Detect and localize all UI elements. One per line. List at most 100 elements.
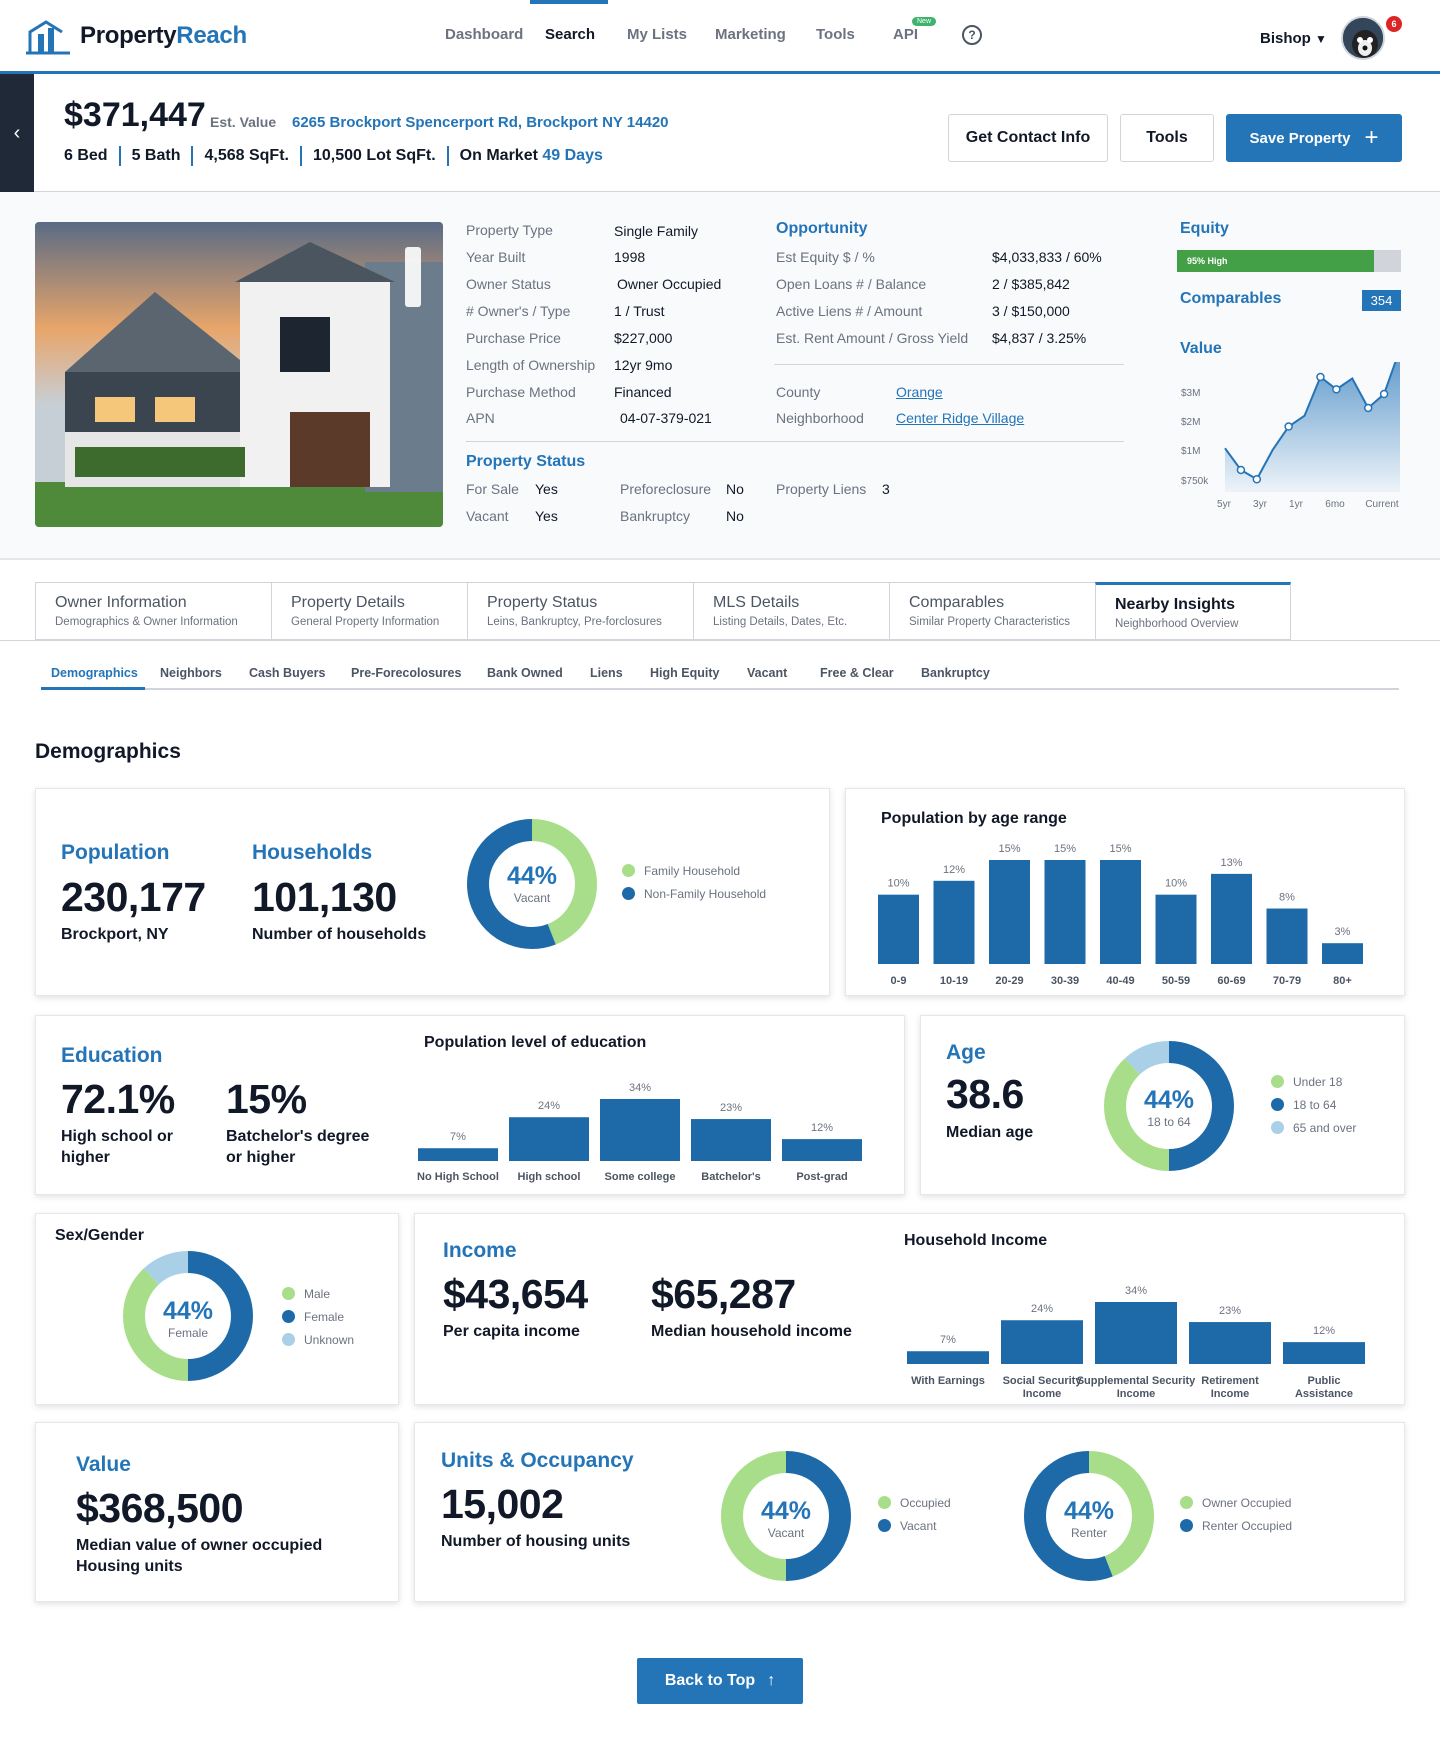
status-liens: Property Liens: [776, 481, 867, 497]
subtab-bankruptcy[interactable]: Bankruptcy: [921, 666, 990, 680]
detail-owners-type-value: 1 / Trust: [614, 303, 665, 319]
bar-category-label: 60-69: [1217, 975, 1245, 987]
donut-segment: [1104, 1041, 1234, 1171]
value-y-tick: $2M: [1181, 417, 1200, 428]
opp-neighborhood: Neighborhood: [776, 410, 864, 426]
donut-segment: [1024, 1451, 1154, 1581]
bar-category-label: Income: [1117, 1388, 1156, 1400]
back-button[interactable]: ‹: [0, 74, 34, 192]
subtab-liens[interactable]: Liens: [590, 666, 623, 680]
bar: [907, 1351, 989, 1364]
property-address[interactable]: 6265 Brockport Spencerport Rd, Brockport…: [292, 114, 669, 131]
detail-owner-status-value: Owner Occupied: [617, 276, 722, 292]
notification-badge[interactable]: 6: [1386, 16, 1402, 32]
subtab-vacant[interactable]: Vacant: [747, 666, 788, 680]
logo[interactable]: PropertyReach: [24, 16, 247, 56]
user-menu[interactable]: Bishop ▼: [1260, 30, 1327, 47]
neighborhood-link[interactable]: Center Ridge Village: [896, 410, 1025, 426]
bar-category-label: 30-39: [1051, 975, 1079, 987]
value-point: [1252, 475, 1262, 484]
tab-mls-details[interactable]: MLS Details Listing Details, Dates, Etc.: [693, 582, 889, 640]
tab-nearby-insights[interactable]: Nearby Insights Neighborhood Overview: [1095, 582, 1291, 640]
detail-purchase-method-value: Financed: [614, 384, 672, 400]
subtab-neighbors[interactable]: Neighbors: [160, 666, 222, 680]
opp-open-loans: Open Loans # / Balance: [776, 276, 927, 292]
nav-api[interactable]: API: [893, 26, 919, 43]
tab-comparables[interactable]: Comparables Similar Property Characterist…: [889, 582, 1095, 640]
property-status-heading: Property Status: [466, 453, 586, 470]
back-to-top-button[interactable]: Back to Top ↑: [637, 1658, 803, 1704]
occupancy-donut-center: 44% Vacant: [760, 1497, 812, 1541]
bar-value-label: 23%: [1219, 1305, 1241, 1317]
subtab-bank-owned[interactable]: Bank Owned: [487, 666, 563, 680]
help-icon[interactable]: ?: [962, 25, 982, 45]
bar: [933, 880, 975, 964]
education-hs-value: 72.1%: [61, 1076, 175, 1122]
tab-property-details[interactable]: Property Details General Property Informa…: [271, 582, 467, 640]
subtab-high-equity[interactable]: High Equity: [650, 666, 720, 680]
renter-legend: Owner Occupied Renter Occupied: [1180, 1491, 1292, 1537]
age-card: Age 38.6 Median age 44% 18 to 64 Under 18…: [920, 1015, 1405, 1195]
bar-value-label: 10%: [887, 878, 909, 890]
subtab-pre-foreclosures[interactable]: Pre-Forecolosures: [351, 666, 462, 680]
households-sub: Number of households: [252, 926, 427, 943]
status-vacant: Vacant: [466, 508, 509, 524]
status-for-sale-value: Yes: [535, 481, 558, 497]
population-title: Population: [61, 841, 170, 864]
legend-family-household: Family Household: [622, 859, 766, 882]
detail-property-type-value: Single Family: [614, 223, 699, 239]
education-hs-sub: High school or higher: [61, 1128, 173, 1166]
legend-under-18: Under 18: [1271, 1070, 1356, 1093]
chevron-left-icon: ‹: [13, 122, 21, 144]
nav-dashboard[interactable]: Dashboard: [445, 26, 524, 43]
tab-owner-information[interactable]: Owner Information Demographics & Owner In…: [35, 582, 271, 640]
bar-value-label: 12%: [1313, 1325, 1335, 1337]
detail-owner-status: Owner Status: [466, 276, 551, 292]
education-chart-title: Population level of education: [424, 1034, 647, 1051]
age-sub: Median age: [946, 1124, 1034, 1141]
comparables-count-badge[interactable]: 354: [1362, 290, 1401, 311]
bar-value-label: 15%: [1109, 843, 1131, 855]
property-photo[interactable]: [35, 222, 443, 527]
opp-active-liens: Active Liens # / Amount: [776, 303, 923, 319]
legend-occupied: Occupied: [878, 1491, 951, 1514]
education-chart: 7% No High School 24% High school 34% Some co…: [417, 1082, 862, 1183]
gender-card: Sex/Gender 44% Female Male Female Unknown: [35, 1213, 399, 1405]
households-title: Households: [252, 841, 373, 864]
subtab-demographics[interactable]: Demographics: [51, 666, 138, 680]
population-card: Population 230,177 Brockport, NY Househo…: [35, 788, 830, 996]
value-card-sub: Median value of owner occupied Housing u…: [76, 1537, 323, 1575]
bar-value-label: 7%: [940, 1334, 956, 1346]
education-card: Education 72.1% High school or higher 15…: [35, 1015, 905, 1195]
bar-category-label: Post-grad: [796, 1171, 847, 1183]
bar-value-label: 13%: [1220, 857, 1242, 869]
detail-apn-value: 04-07-379-021: [620, 410, 712, 426]
property-facts: 6 Bed 5 Bath 4,568 SqFt. 10,500 Lot SqFt…: [64, 146, 603, 166]
nav-search[interactable]: Search: [545, 26, 596, 43]
bar-category-label: 20-29: [995, 975, 1023, 987]
subtab-cash-buyers[interactable]: Cash Buyers: [249, 666, 326, 680]
age-value: 38.6: [946, 1071, 1024, 1117]
bar-category-label: 50-59: [1162, 975, 1190, 987]
nav-tools[interactable]: Tools: [816, 26, 855, 43]
subtab-free-clear[interactable]: Free & Clear: [820, 666, 894, 680]
county-link[interactable]: Orange: [896, 384, 943, 400]
top-nav: PropertyReach Dashboard Search My Lists …: [0, 0, 1440, 74]
nav-marketing[interactable]: Marketing: [715, 26, 786, 43]
status-vacant-value: Yes: [535, 508, 558, 524]
population-sub: Brockport, NY: [61, 926, 169, 943]
bar-category-label: 10-19: [940, 975, 968, 987]
tools-button[interactable]: Tools: [1120, 114, 1214, 162]
get-contact-info-button[interactable]: Get Contact Info: [948, 114, 1108, 162]
bar: [509, 1117, 589, 1161]
opp-rent: Est. Rent Amount / Gross Yield: [776, 330, 969, 346]
save-property-button[interactable]: Save Property +: [1226, 114, 1402, 162]
nav-my-lists[interactable]: My Lists: [627, 26, 688, 43]
avatar[interactable]: [1341, 16, 1385, 60]
detail-length-ownership: Length of Ownership: [466, 357, 596, 373]
est-value-price: $371,447: [64, 96, 206, 134]
tab-property-status[interactable]: Property Status Leins, Bankruptcy, Pre-fo…: [467, 582, 693, 640]
value-point: [1332, 385, 1341, 394]
bar: [600, 1099, 680, 1161]
